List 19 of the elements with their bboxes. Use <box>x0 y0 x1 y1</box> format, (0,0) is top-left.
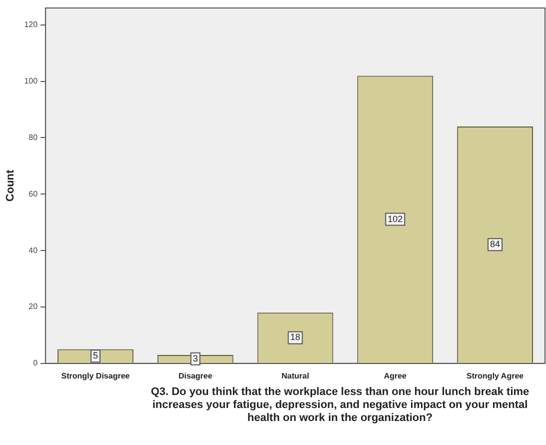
y-tick-label: 100 <box>24 76 38 86</box>
data-label: 18 <box>290 332 300 342</box>
data-label: 5 <box>92 350 98 361</box>
y-tick-label: 60 <box>28 189 38 198</box>
y-tick-label: 0 <box>33 358 38 368</box>
x-tick-label: Disagree <box>178 371 213 380</box>
data-label: 84 <box>490 239 500 250</box>
x-axis-title: Q3. Do you think that the workplace less than one hour lunch break time increases your fatigue, depression, and negative impact on your mental health on work in the organization? <box>150 386 530 425</box>
y-tick-label: 120 <box>24 20 38 30</box>
x-tick-label: Strongly Disagree <box>61 371 130 380</box>
data-label: 102 <box>388 214 403 224</box>
y-tick-label: 80 <box>28 132 38 142</box>
y-axis-title: Count <box>4 169 17 202</box>
x-tick-label: Strongly Agree <box>466 371 524 380</box>
data-label: 3 <box>192 353 198 364</box>
x-tick-label: Agree <box>384 371 408 380</box>
y-tick-label: 20 <box>28 302 38 312</box>
y-tick-label: 40 <box>28 246 38 255</box>
x-tick-label: Natural <box>281 371 310 380</box>
